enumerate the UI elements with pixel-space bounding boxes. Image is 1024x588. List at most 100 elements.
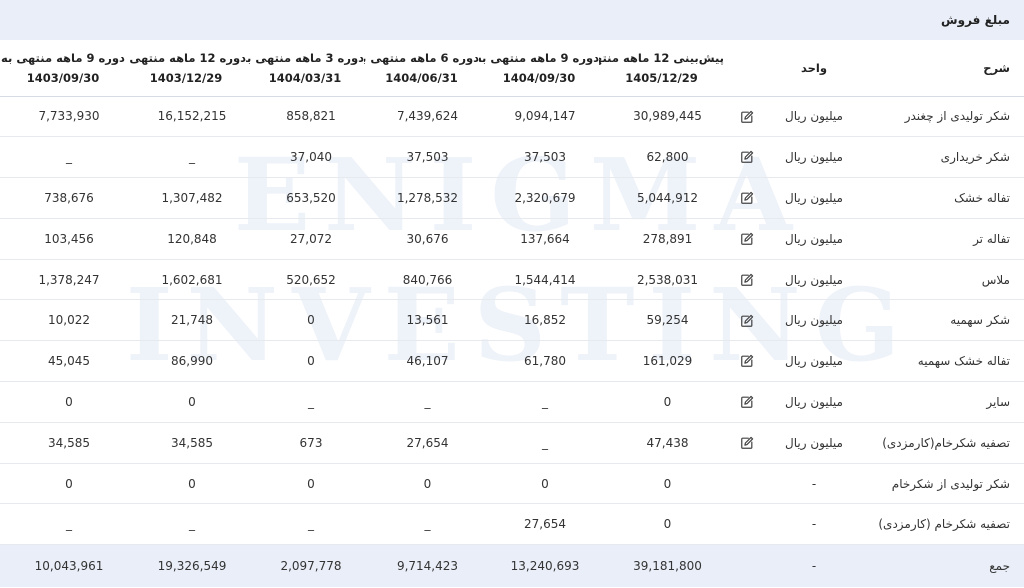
row-edit-cell (724, 463, 769, 505)
value-cell-period-3: 46,107 (364, 340, 479, 383)
value-cell-period-3: 9,714,423 (364, 544, 479, 587)
value-cell-period-5: 1,307,482 (126, 177, 246, 219)
row-unit: میلیون ریال (769, 96, 859, 138)
value-cell-period-6: 738,676 (0, 177, 126, 219)
value-cell-period-1: 47,438 (599, 422, 724, 464)
total-label: جمع (859, 544, 1024, 587)
row-description: شکر تولیدی از شکرخام (859, 463, 1024, 505)
value-cell-period-1: 161,029 (599, 340, 724, 383)
edit-icon[interactable] (740, 110, 754, 124)
row-edit-cell (724, 299, 769, 342)
table-row: شکر خریداری میلیون ریال 62,800 37,503 37,503… (0, 136, 1024, 179)
value-cell-period-2: 13,240,693 (479, 544, 599, 587)
value-cell-period-5: 0 (126, 463, 246, 505)
table-row: شکر سهمیه میلیون ریال 59,254 16,852 13,561 0 2… (0, 299, 1024, 342)
row-unit: میلیون ریال (769, 422, 859, 464)
row-description: تفاله تر (859, 218, 1024, 260)
value-cell-period-6: 7,733,930 (0, 96, 126, 138)
table-row: تفاله تر میلیون ریال 278,891 137,664 30,676 2… (0, 218, 1024, 260)
value-cell-period-4: 2,097,778 (246, 544, 364, 587)
value-cell-period-1: 5,044,912 (599, 177, 724, 219)
row-edit-cell (724, 503, 769, 546)
row-unit: میلیون ریال (769, 177, 859, 219)
edit-icon[interactable] (740, 436, 754, 450)
row-description: تصفیه شکرخام (کارمزدی) (859, 503, 1024, 546)
value-cell-period-6: 1,378,247 (0, 259, 126, 301)
table-row: تفاله خشک میلیون ریال 5,044,912 2,320,679 1,… (0, 177, 1024, 219)
table-row: شکر تولیدی از چغندر میلیون ریال 30,989,445… (0, 96, 1024, 138)
value-cell-period-6: 0 (0, 463, 126, 505)
edit-icon[interactable] (740, 232, 754, 246)
value-cell-period-1: 39,181,800 (599, 544, 724, 587)
value-cell-period-2: 37,503 (479, 136, 599, 179)
value-cell-period-5: 1,602,681 (126, 259, 246, 301)
row-edit-cell (724, 96, 769, 138)
row-description: شکر خریداری (859, 136, 1024, 179)
value-cell-period-5: 34,585 (126, 422, 246, 464)
value-cell-period-5: 19,326,549 (126, 544, 246, 587)
value-cell-period-3: 30,676 (364, 218, 479, 260)
value-cell-period-3: 0 (364, 463, 479, 505)
value-cell-period-3: _ (364, 381, 479, 423)
row-edit-cell (724, 381, 769, 423)
value-cell-period-6: _ (0, 503, 126, 546)
value-cell-period-3: 840,766 (364, 259, 479, 301)
row-unit: - (769, 544, 859, 587)
value-cell-period-6: 0 (0, 381, 126, 423)
column-header-period-4: دوره 3 ماهه منتهی به 1404/03/31 (246, 40, 364, 97)
row-unit: - (769, 503, 859, 546)
value-cell-period-5: _ (126, 503, 246, 546)
value-cell-period-3: 37,503 (364, 136, 479, 179)
value-cell-period-2: 27,654 (479, 503, 599, 546)
value-cell-period-4: 858,821 (246, 96, 364, 138)
value-cell-period-5: 0 (126, 381, 246, 423)
edit-icon[interactable] (740, 314, 754, 328)
value-cell-period-4: 37,040 (246, 136, 364, 179)
value-cell-period-4: 520,652 (246, 259, 364, 301)
column-header-description: شرح (859, 40, 1024, 97)
row-description: سایر (859, 381, 1024, 423)
value-cell-period-1: 0 (599, 503, 724, 546)
row-unit: میلیون ریال (769, 136, 859, 179)
value-cell-period-1: 30,989,445 (599, 96, 724, 138)
value-cell-period-6: _ (0, 136, 126, 179)
value-cell-period-2: 1,544,414 (479, 259, 599, 301)
table-row: تصفیه شکرخام (کارمزدی) -0 27,654 _ _ _ _ (0, 503, 1024, 546)
value-cell-period-4: 673 (246, 422, 364, 464)
value-cell-period-5: 21,748 (126, 299, 246, 342)
row-unit: میلیون ریال (769, 340, 859, 383)
edit-icon[interactable] (740, 395, 754, 409)
row-description: تصفیه شکرخام(کارمزدی) (859, 422, 1024, 464)
table-row: سایر میلیون ریال 0 _ _ _ 0 0 (0, 381, 1024, 423)
value-cell-period-6: 34,585 (0, 422, 126, 464)
value-cell-period-6: 45,045 (0, 340, 126, 383)
edit-icon[interactable] (740, 150, 754, 164)
column-header-period-1: پیش‌بینی 12 ماهه منتهی به1405/12/29 (599, 40, 724, 97)
value-cell-period-4: 0 (246, 299, 364, 342)
row-description: شکر تولیدی از چغندر (859, 96, 1024, 138)
column-header-period-6: دوره 9 ماهه منتهی به 1403/09/30 (0, 40, 126, 97)
value-cell-period-2: 0 (479, 463, 599, 505)
value-cell-period-3: _ (364, 503, 479, 546)
row-edit-cell (724, 136, 769, 179)
row-unit: - (769, 463, 859, 505)
table-header-row: شرح واحد پیش‌بینی 12 ماهه منتهی به1405/1… (0, 40, 1024, 97)
value-cell-period-5: _ (126, 136, 246, 179)
value-cell-period-1: 278,891 (599, 218, 724, 260)
edit-icon[interactable] (740, 354, 754, 368)
value-cell-period-5: 86,990 (126, 340, 246, 383)
row-edit-cell (724, 544, 769, 587)
row-unit: میلیون ریال (769, 218, 859, 260)
row-description: تفاله خشک سهمیه (859, 340, 1024, 383)
edit-icon[interactable] (740, 273, 754, 287)
value-cell-period-2: 16,852 (479, 299, 599, 342)
row-edit-cell (724, 259, 769, 301)
value-cell-period-3: 27,654 (364, 422, 479, 464)
value-cell-period-1: 59,254 (599, 299, 724, 342)
edit-icon[interactable] (740, 191, 754, 205)
value-cell-period-2: 61,780 (479, 340, 599, 383)
value-cell-period-2: 2,320,679 (479, 177, 599, 219)
value-cell-period-4: _ (246, 503, 364, 546)
